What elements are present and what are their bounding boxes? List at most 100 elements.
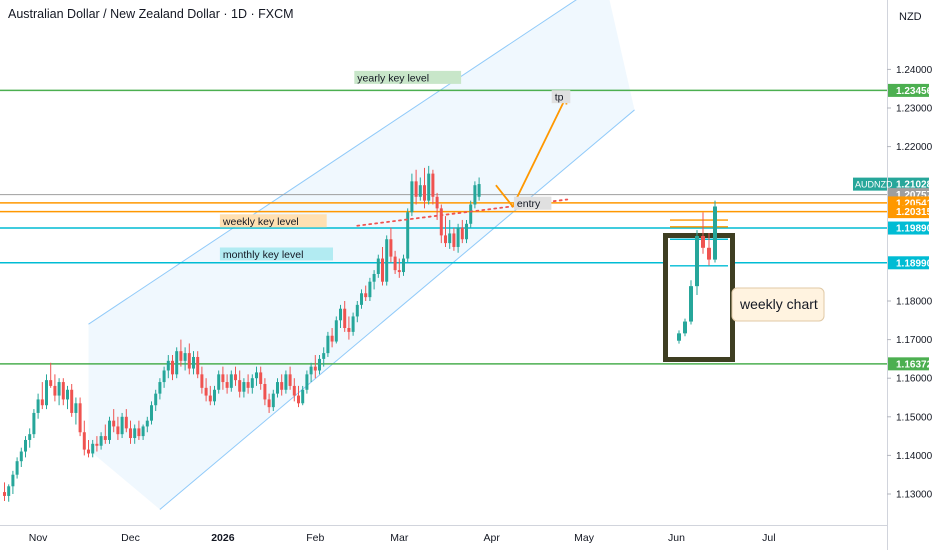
candle-body [108,420,111,440]
price-tag-bg [888,205,929,219]
candle-body [3,492,6,496]
price-tag-bg [888,357,929,371]
time-axis[interactable]: Nov Dec 2026 Feb Mar Apr May Jun Jul [0,525,887,550]
inset-candle-body [695,236,699,287]
candle-body [234,374,237,381]
channel-group [88,0,635,510]
candle-body [40,399,44,406]
candle-body [469,204,473,224]
candle-body [431,173,435,197]
candle-body [166,360,170,371]
candle-body [225,382,229,388]
candle-body [66,389,69,400]
candle-body [82,432,86,450]
price-tick-label: 1.24000 [896,65,932,76]
candle-body [208,395,212,402]
candle-body [460,227,464,240]
candle-body [305,374,309,390]
candle-body [259,372,263,384]
annotations-group: yearly key level weekly key level monthly … [219,70,571,261]
candle-body [74,403,78,413]
candle-body [116,426,120,435]
candle-body [322,353,326,359]
candle-body [204,387,208,396]
candle-body [229,374,233,388]
candle-body [70,389,74,413]
candle-body [112,420,116,427]
candle-body [162,370,166,383]
candle-body [376,258,380,274]
candle-body [120,416,124,435]
candle-body [301,389,305,404]
annotation-label-bg [219,247,333,261]
candle-body [397,270,401,273]
candle-body [381,258,384,282]
candle-body [406,212,410,259]
price-tag-bg [888,177,929,191]
chart-title: Australian Dollar / New Zealand Dollar ·… [8,7,294,21]
time-tick-label: Jul [762,532,775,544]
candle-body [318,358,321,371]
annotation-label: weekly key level [222,216,299,228]
candle-body [385,239,389,282]
candle-body [49,380,53,386]
price-tag-bg [888,83,929,97]
candle-body [334,320,338,342]
candle-body [423,185,426,201]
candle-body [24,439,27,452]
candle-body [238,380,242,392]
price-tag-bg [888,221,929,235]
candle-body [187,353,191,369]
candle-body [465,223,468,240]
annotation-label-bg [513,196,552,210]
channel-fill [88,0,635,510]
price-tag-label: 1.20315 [896,207,932,218]
candle-body [250,378,254,388]
price-tag-label: 1.21028 [896,180,932,191]
candle-body [7,486,11,496]
price-axis[interactable]: NZD 1.24000 1.23000 1.22000 1.18000 1.17000 1.… [853,0,932,550]
candle-body [414,181,418,197]
time-tick-label: Feb [306,532,324,544]
candle-body [439,208,443,236]
candle-body [288,374,292,386]
inset-candle-body [713,206,717,260]
candle-body [11,474,15,487]
candle-body [129,428,132,439]
channel-upper-line [88,0,577,325]
time-tick-label: Nov [29,532,48,544]
candle-body [246,382,250,388]
inset-candle-body [689,286,693,322]
candle-body [351,316,355,332]
candle-body [57,382,61,396]
candle-body [28,434,32,440]
price-tick-label: 1.22000 [896,142,932,153]
price-tag-label: 1.20541 [896,198,932,209]
candle-body [280,382,284,390]
candle-body [444,235,447,244]
weekly-chart-inset[interactable]: weekly chart [663,200,825,362]
candle-body [91,443,95,454]
candle-body [355,304,359,317]
inset-frame [663,233,735,362]
candle-body [402,258,405,273]
candle-body [78,403,82,433]
weekly-chart-label: weekly chart [739,296,818,312]
candle-body [343,308,347,329]
candle-body [410,181,414,213]
candle-body [427,173,431,201]
time-tick-label: Dec [121,532,140,544]
annotation-label-bg [354,70,462,84]
time-tick-label: Apr [484,532,501,544]
candle-body [145,420,149,427]
candle-body [217,374,221,390]
annotation-label-bg [219,214,327,228]
key-levels-group [0,89,887,365]
inset-candle-body [707,247,711,260]
candle-body [150,405,153,421]
candle-body [192,356,195,369]
annotation-label: yearly key level [357,72,429,84]
projection-path [495,94,569,209]
